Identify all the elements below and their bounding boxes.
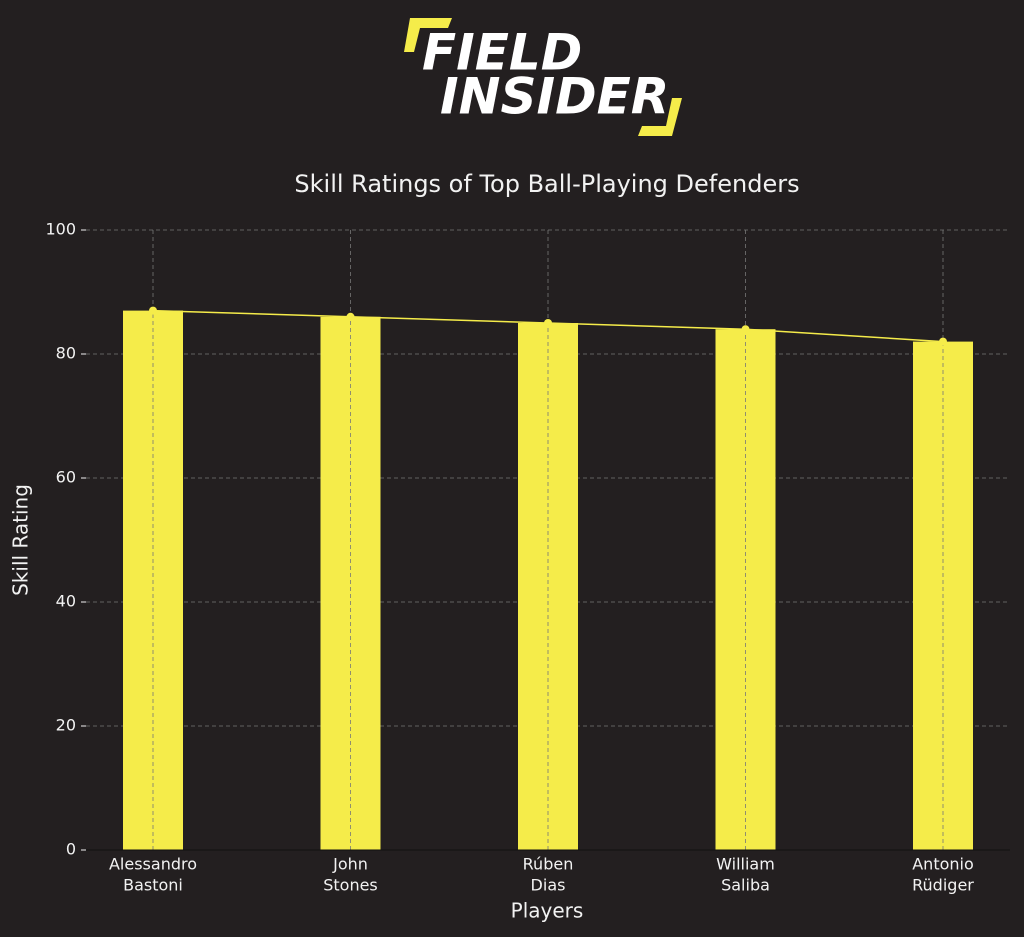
y-tick-label: 100 xyxy=(45,220,76,239)
line-marker xyxy=(346,312,355,321)
chart-title: Skill Ratings of Top Ball-Playing Defend… xyxy=(294,170,799,198)
y-axis-label: Skill Rating xyxy=(9,484,33,596)
y-tick-label: 20 xyxy=(56,716,76,735)
x-tick-label: Alessandro xyxy=(109,855,197,874)
x-tick-label: Dias xyxy=(531,876,566,895)
line-marker xyxy=(741,325,750,334)
x-axis-label: Players xyxy=(511,899,584,923)
x-tick-label: Bastoni xyxy=(123,876,183,895)
x-tick-label: William xyxy=(716,855,775,874)
line-marker xyxy=(544,319,552,327)
logo: FIELD INSIDER xyxy=(404,18,682,136)
logo-text: FIELD xyxy=(422,24,582,82)
line-marker xyxy=(939,337,947,346)
x-tick-label: Saliba xyxy=(721,876,770,895)
logo-bracket xyxy=(638,98,682,136)
y-tick-label: 0 xyxy=(66,840,76,859)
line-marker xyxy=(149,306,157,315)
x-tick-label: Antonio xyxy=(912,855,974,874)
y-tick-label: 60 xyxy=(56,468,76,487)
x-tick-label: Rüdiger xyxy=(912,876,974,895)
y-tick-label: 80 xyxy=(56,344,76,363)
x-tick-label: John xyxy=(332,855,368,874)
logo-bracket xyxy=(404,18,452,52)
y-tick-label: 40 xyxy=(56,592,76,611)
x-tick-label: Rúben xyxy=(523,855,574,874)
x-tick-label: Stones xyxy=(323,876,378,895)
logo-text: INSIDER xyxy=(440,68,669,126)
